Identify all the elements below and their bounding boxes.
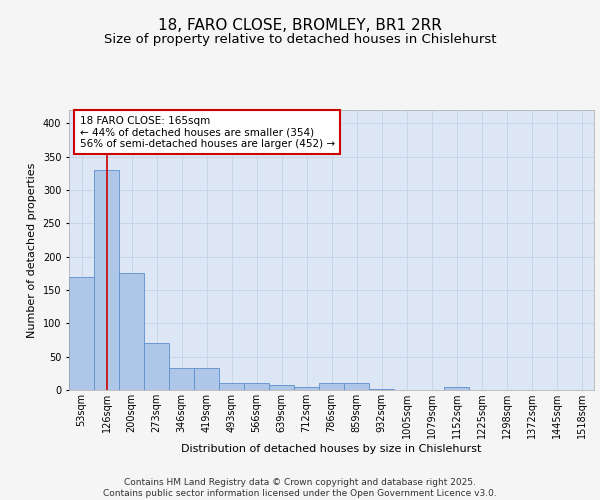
- Text: Size of property relative to detached houses in Chislehurst: Size of property relative to detached ho…: [104, 32, 496, 46]
- Bar: [119, 274, 144, 390]
- Bar: [244, 384, 269, 390]
- Bar: [319, 384, 344, 390]
- Bar: [144, 344, 169, 390]
- Bar: [369, 388, 394, 390]
- Text: Contains HM Land Registry data © Crown copyright and database right 2025.
Contai: Contains HM Land Registry data © Crown c…: [103, 478, 497, 498]
- Bar: [269, 386, 294, 390]
- Bar: [344, 384, 369, 390]
- Bar: [444, 386, 469, 390]
- Text: 18 FARO CLOSE: 165sqm
← 44% of detached houses are smaller (354)
56% of semi-det: 18 FARO CLOSE: 165sqm ← 44% of detached …: [79, 116, 335, 149]
- X-axis label: Distribution of detached houses by size in Chislehurst: Distribution of detached houses by size …: [181, 444, 482, 454]
- Bar: [69, 276, 94, 390]
- Bar: [219, 384, 244, 390]
- Bar: [169, 368, 194, 390]
- Bar: [94, 170, 119, 390]
- Bar: [294, 386, 319, 390]
- Bar: [194, 368, 219, 390]
- Text: 18, FARO CLOSE, BROMLEY, BR1 2RR: 18, FARO CLOSE, BROMLEY, BR1 2RR: [158, 18, 442, 32]
- Y-axis label: Number of detached properties: Number of detached properties: [27, 162, 37, 338]
